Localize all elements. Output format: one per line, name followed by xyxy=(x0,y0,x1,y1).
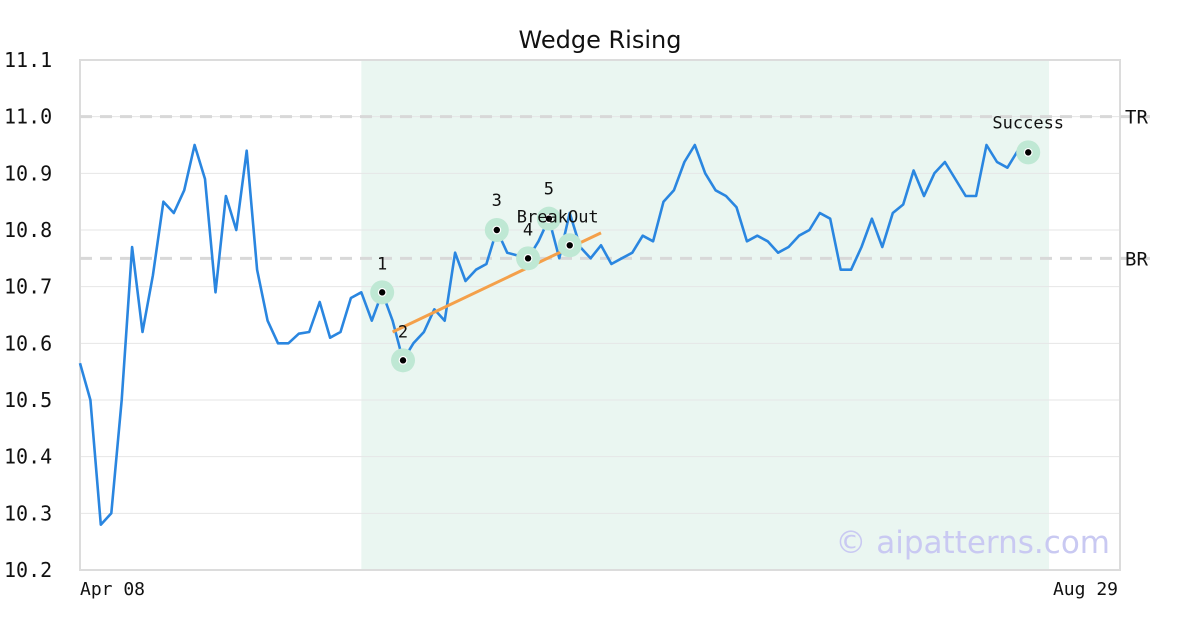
y-tick-label: 10.9 xyxy=(4,161,52,185)
y-tick-label: 10.2 xyxy=(4,558,52,582)
watermark: © aipatterns.com xyxy=(835,525,1110,561)
plot-frame xyxy=(79,59,1121,571)
point-marker xyxy=(492,225,502,235)
price-line xyxy=(78,143,1039,527)
pattern-highlight xyxy=(361,60,1050,570)
y-tick-label: 10.8 xyxy=(4,218,52,242)
point-label: 3 xyxy=(492,191,502,211)
x-tick-label: Apr 08 xyxy=(80,579,145,600)
point-marker xyxy=(544,214,554,224)
y-tick-label: 10.6 xyxy=(4,331,52,355)
y-tick-label: 11.0 xyxy=(4,105,52,129)
point-marker xyxy=(1023,147,1033,157)
point-marker xyxy=(398,355,408,365)
point-label: 5 xyxy=(544,180,554,200)
point-marker xyxy=(377,287,387,297)
point-label: 1 xyxy=(377,254,387,274)
chart-title: Wedge Rising xyxy=(519,26,682,54)
level-label: BR xyxy=(1125,248,1148,270)
point-marker xyxy=(523,253,533,263)
point-marker xyxy=(565,240,575,250)
y-tick-label: 10.4 xyxy=(4,445,52,469)
point-label: 4 xyxy=(523,220,533,240)
y-tick-label: 10.5 xyxy=(4,388,52,412)
y-tick-label: 11.1 xyxy=(4,48,52,72)
x-tick-label: Aug 29 xyxy=(1053,579,1118,600)
y-tick-label: 10.7 xyxy=(4,275,52,299)
point-label: 2 xyxy=(398,322,408,342)
level-label: TR xyxy=(1125,107,1148,129)
plot-area: 10.2 10.3 10.4 10.5 10.6 10.7 10.8 10.9 11.0 11.1… xyxy=(4,48,1150,600)
point-label: BreakOut xyxy=(517,207,599,227)
point-label: Success xyxy=(992,113,1064,133)
y-tick-label: 10.3 xyxy=(4,501,52,525)
